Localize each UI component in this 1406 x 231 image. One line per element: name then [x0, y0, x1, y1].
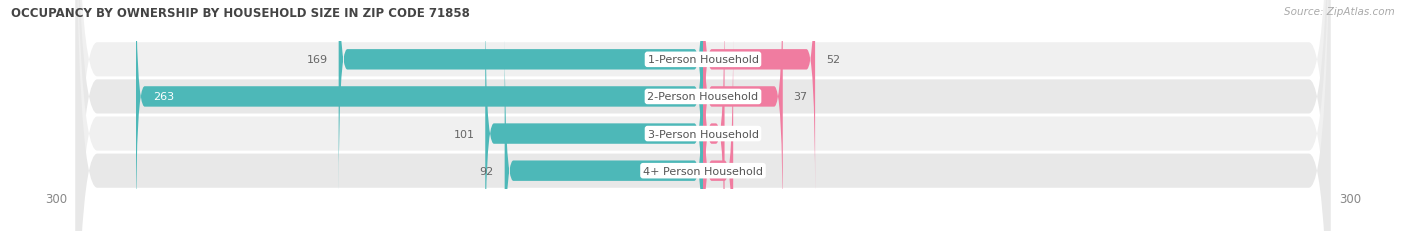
- FancyBboxPatch shape: [136, 0, 703, 231]
- FancyBboxPatch shape: [703, 0, 815, 198]
- Text: 14: 14: [744, 166, 758, 176]
- FancyBboxPatch shape: [76, 0, 1330, 231]
- Text: 169: 169: [307, 55, 328, 65]
- Text: 4+ Person Household: 4+ Person Household: [643, 166, 763, 176]
- FancyBboxPatch shape: [76, 0, 1330, 231]
- Text: 2-Person Household: 2-Person Household: [647, 92, 759, 102]
- Text: 263: 263: [153, 92, 174, 102]
- FancyBboxPatch shape: [703, 0, 783, 231]
- FancyBboxPatch shape: [703, 0, 724, 231]
- Text: 1-Person Household: 1-Person Household: [648, 55, 758, 65]
- FancyBboxPatch shape: [505, 33, 703, 231]
- Text: 92: 92: [479, 166, 494, 176]
- Text: 101: 101: [454, 129, 474, 139]
- Text: 10: 10: [735, 129, 749, 139]
- Text: 37: 37: [793, 92, 807, 102]
- FancyBboxPatch shape: [76, 0, 1330, 231]
- Text: OCCUPANCY BY OWNERSHIP BY HOUSEHOLD SIZE IN ZIP CODE 71858: OCCUPANCY BY OWNERSHIP BY HOUSEHOLD SIZE…: [11, 7, 470, 20]
- FancyBboxPatch shape: [76, 0, 1330, 231]
- Text: Source: ZipAtlas.com: Source: ZipAtlas.com: [1284, 7, 1395, 17]
- FancyBboxPatch shape: [339, 0, 703, 198]
- FancyBboxPatch shape: [703, 33, 733, 231]
- Text: 52: 52: [825, 55, 839, 65]
- Text: 3-Person Household: 3-Person Household: [648, 129, 758, 139]
- FancyBboxPatch shape: [485, 0, 703, 231]
